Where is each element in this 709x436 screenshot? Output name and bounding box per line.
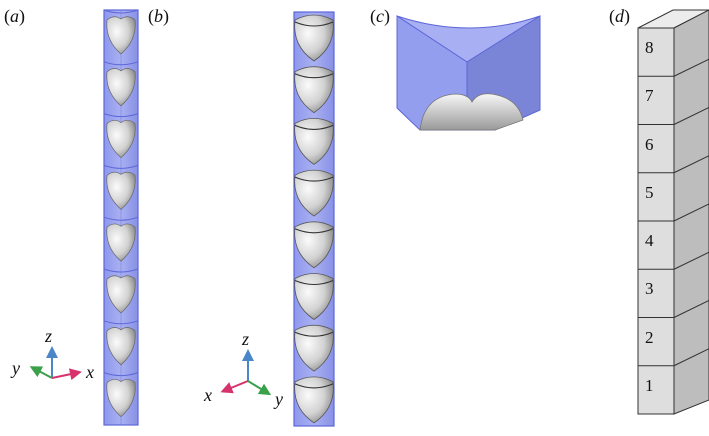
axis-label-y-b: y xyxy=(275,389,283,409)
sphere-cell-a xyxy=(103,320,139,366)
stack-block-number: 8 xyxy=(645,38,654,58)
stack-block-number: 4 xyxy=(645,231,654,251)
column-a xyxy=(103,9,139,426)
sphere-cell-b xyxy=(294,169,334,217)
sphere-cell-b xyxy=(294,118,334,165)
sphere-cell-a xyxy=(103,372,139,418)
sphere-b xyxy=(294,66,334,114)
sphere-b xyxy=(294,118,334,165)
column-b-cells xyxy=(294,14,334,424)
sphere-a xyxy=(106,223,136,262)
sphere-a xyxy=(106,68,136,107)
sphere-cell-b xyxy=(294,324,334,372)
sphere-cell-a xyxy=(103,9,139,55)
sphere-cell-b xyxy=(294,221,334,269)
sphere-a xyxy=(106,379,136,418)
sphere-b xyxy=(294,324,334,372)
block-stack-d xyxy=(637,9,709,415)
sphere-b xyxy=(294,169,334,217)
column-b xyxy=(293,11,335,427)
sphere-cell-b xyxy=(294,376,334,424)
sphere-a xyxy=(106,16,136,55)
axis-triad-a xyxy=(29,346,82,381)
sphere-cell-a xyxy=(103,113,139,159)
axis-label-y-a: y xyxy=(12,358,20,378)
sphere-b xyxy=(294,273,334,320)
stack-block-number: 1 xyxy=(645,375,654,395)
axis-x-arrow-b xyxy=(220,380,249,394)
axis-x-arrow-a xyxy=(51,368,82,381)
panel-label-b: (b) xyxy=(148,6,169,26)
panel-label-a: (a) xyxy=(4,6,25,26)
sphere-a xyxy=(106,171,136,210)
stack-block-number: 3 xyxy=(645,279,654,299)
axis-label-x-a: x xyxy=(86,362,94,382)
sphere-a xyxy=(106,327,136,366)
sphere-cell-a xyxy=(103,164,139,210)
axis-triad-b xyxy=(220,349,272,396)
axis-label-z-a: z xyxy=(45,326,53,346)
stack-block-number: 5 xyxy=(645,182,654,202)
panel-label-c: (c) xyxy=(370,6,390,26)
sphere-cell-b xyxy=(294,66,334,114)
sphere-cell-a xyxy=(103,61,139,107)
sphere-b xyxy=(294,14,334,62)
stack-block-number: 7 xyxy=(645,86,654,106)
column-a-cells xyxy=(103,9,139,418)
sphere-a xyxy=(106,120,136,159)
sphere-cell-a xyxy=(103,268,139,314)
axis-y-arrow-b xyxy=(247,380,272,396)
stack-block-number: 2 xyxy=(645,327,654,347)
axis-label-x-b: x xyxy=(204,385,212,405)
sphere-cell-a xyxy=(103,216,139,262)
sphere-a xyxy=(106,275,136,314)
sphere-cell-b xyxy=(294,273,334,320)
sphere-b xyxy=(294,221,334,269)
sphere-cell-b xyxy=(294,14,334,62)
panel-label-d: (d) xyxy=(609,6,630,26)
stack-block-number: 6 xyxy=(645,134,654,154)
unit-cell-spherical-cut xyxy=(419,93,524,131)
axis-y-arrow-a xyxy=(29,366,53,379)
axis-label-z-b: z xyxy=(242,329,250,349)
unit-cell-c xyxy=(396,15,541,131)
stack-block-dividers xyxy=(638,58,709,367)
sphere-b xyxy=(294,376,334,424)
